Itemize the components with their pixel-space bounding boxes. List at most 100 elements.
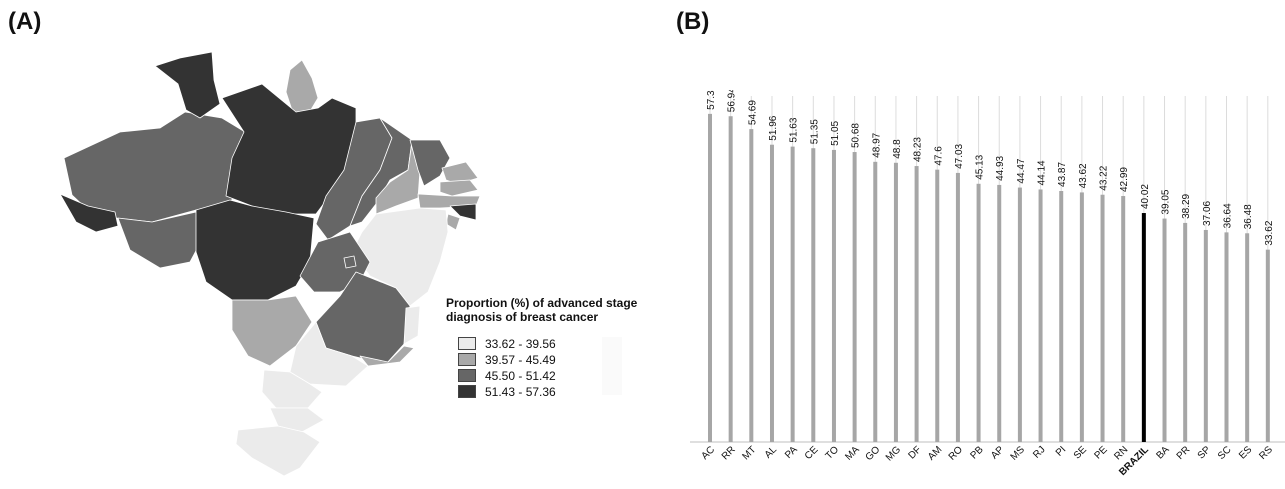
legend-label: 39.57 - 45.49 [485, 352, 556, 367]
chart-bar [1162, 218, 1167, 442]
chart-value-label: 51.05 [830, 120, 841, 145]
chart-value-label: 54.69 [747, 100, 758, 125]
legend-label: 33.62 - 39.56 [485, 336, 556, 351]
chart-bar [1183, 222, 1188, 442]
chart-category-label: ES [1237, 444, 1254, 461]
chart-bar [1224, 232, 1229, 442]
chart-category-label: RR [720, 444, 738, 462]
chart-bar [1059, 190, 1064, 442]
chart-category-label: GO [864, 444, 883, 463]
chart-value-label: 51.96 [768, 115, 779, 140]
chart-category-label: AP [989, 444, 1006, 461]
chart-bar [997, 184, 1002, 442]
chart-value-label: 51.35 [809, 119, 820, 144]
map-region-rr [154, 51, 221, 119]
legend-item: 33.62 - 39.56 [458, 336, 676, 351]
chart-bar [749, 129, 754, 442]
chart-value-label: 42.99 [1119, 167, 1130, 192]
chart-bar [1141, 213, 1146, 442]
chart-bar [790, 146, 795, 442]
legend-swatch [458, 369, 476, 382]
chart-category-label: AM [926, 444, 944, 462]
chart-value-label: 51.63 [789, 117, 800, 142]
map-region-sc [269, 407, 325, 433]
legend-swatch [458, 353, 476, 366]
chart-category-label: SP [1196, 444, 1213, 461]
chart-value-label: 48.23 [913, 137, 924, 162]
chart-value-label: 44.47 [1016, 158, 1027, 183]
legend-items: 33.62 - 39.56 39.57 - 45.49 45.50 - 51.4… [458, 336, 676, 399]
chart-value-label: 48.8 [892, 139, 903, 159]
chart-bar [728, 116, 733, 443]
chart-value-label: 45.13 [975, 154, 986, 179]
map-region-ro [117, 211, 207, 269]
map-region-ac [59, 193, 119, 233]
chart-category-label: RS [1257, 444, 1275, 462]
bar-chart: 57.35 AC 56.94 RR 54.69 MT 51.96 AL 51.63 PA 51.35… [690, 90, 1285, 478]
map-region-ap [285, 59, 319, 119]
legend-item: 45.50 - 51.42 [458, 368, 676, 383]
chart-value-label: 50.68 [851, 123, 862, 148]
legend-label: 45.50 - 51.42 [485, 368, 556, 383]
chart-category-label: SE [1072, 444, 1089, 461]
chart-value-label: 43.87 [1057, 162, 1068, 187]
chart-category-label: MS [1009, 444, 1028, 463]
chart-value-label: 48.97 [871, 132, 882, 157]
chart-value-label: 44.93 [995, 155, 1006, 180]
chart-bar [1203, 229, 1208, 442]
chart-value-label: 39.05 [1161, 189, 1172, 214]
map-region-df [343, 255, 357, 269]
panel-b-label: (B) [676, 8, 710, 35]
faint-background-box [602, 337, 622, 395]
chart-category-label: DF [907, 444, 924, 461]
legend-item: 39.57 - 45.49 [458, 352, 676, 367]
map-legend: Proportion (%) of advanced stage diagnos… [446, 296, 676, 399]
chart-value-label: 43.22 [1099, 165, 1110, 190]
chart-category-label: PR [1175, 444, 1193, 462]
chart-category-label: RO [947, 444, 966, 463]
chart-bar [1121, 196, 1126, 442]
chart-category-label: CE [803, 444, 821, 462]
chart-bar [1038, 189, 1043, 442]
legend-swatch [458, 337, 476, 350]
chart-bar [1265, 249, 1270, 442]
chart-bar [1245, 233, 1250, 442]
chart-value-label: 36.48 [1243, 204, 1254, 229]
chart-bar [976, 183, 981, 442]
legend-title: Proportion (%) of advanced stage diagnos… [446, 296, 638, 324]
chart-category-label: TO [824, 444, 842, 462]
map-region-se [445, 213, 461, 231]
chart-bar [1079, 192, 1084, 442]
legend-label: 51.43 - 57.36 [485, 384, 556, 399]
chart-category-label: PI [1054, 444, 1068, 458]
chart-value-label: 57.35 [706, 90, 717, 110]
chart-value-label: 43.62 [1078, 163, 1089, 188]
chart-value-label: 56.94 [727, 90, 738, 112]
chart-value-label: 47.03 [954, 143, 965, 168]
chart-value-label: 37.06 [1202, 200, 1213, 225]
chart-bar [1017, 187, 1022, 442]
chart-bar [708, 113, 712, 442]
chart-value-label: 38.29 [1181, 193, 1192, 218]
chart-category-label: MG [884, 444, 903, 463]
chart-bar [914, 166, 919, 442]
chart-value-label: 36.64 [1223, 203, 1234, 228]
map-region-rs [235, 425, 321, 477]
chart-bar [955, 172, 960, 443]
chart-bar [935, 169, 940, 442]
chart-bar [873, 161, 878, 442]
brazil-choropleth-map [59, 51, 481, 477]
chart-value-label: 33.62 [1264, 220, 1275, 245]
chart-value-label: 44.14 [1037, 160, 1048, 185]
chart-bar [811, 148, 816, 442]
chart-bar [831, 149, 836, 442]
chart-bar [1100, 194, 1105, 442]
map-region-ce [409, 139, 451, 187]
chart-category-label: AL [763, 444, 780, 461]
chart-category-label: MA [843, 444, 862, 463]
chart-value-label: 47.6 [933, 146, 944, 166]
chart-category-label: AC [700, 444, 718, 462]
legend-swatch [458, 385, 476, 398]
legend-item: 51.43 - 57.36 [458, 384, 676, 399]
chart-category-label: BA [1154, 444, 1171, 461]
